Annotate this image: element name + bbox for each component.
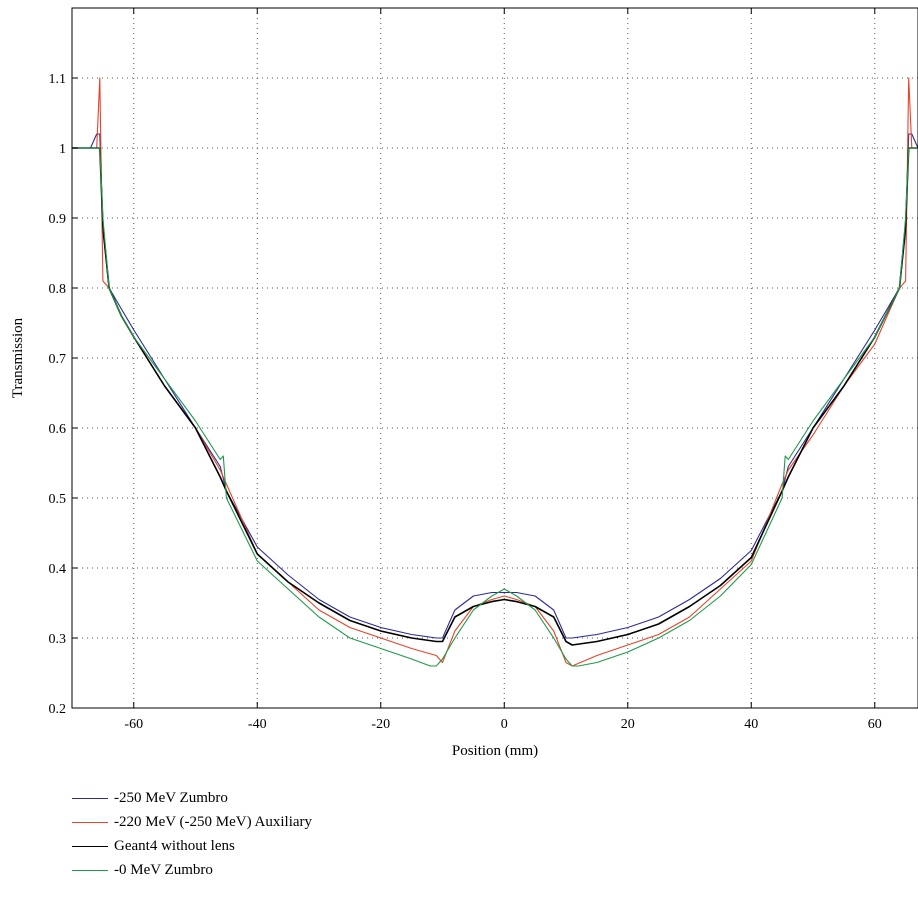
legend-item-geant4: Geant4 without lens: [72, 834, 312, 858]
y-tick-label: 0.2: [49, 702, 67, 717]
series-line-1: [72, 77, 918, 667]
x-tick-label: 20: [621, 717, 635, 732]
series-line-0: [72, 133, 918, 639]
grid: [72, 8, 918, 708]
x-tick-label: 40: [744, 717, 758, 732]
x-tick-label: -40: [248, 717, 267, 732]
legend-item-zumbro-0: -0 MeV Zumbro: [72, 858, 312, 882]
y-tick-label: 0.7: [49, 352, 67, 367]
x-tick-label: -60: [124, 717, 143, 732]
series-line-2: [72, 147, 918, 646]
legend-item-zumbro-250: -250 MeV Zumbro: [72, 786, 312, 810]
plot-frame: [71, 7, 918, 709]
x-tick-label: -20: [371, 717, 390, 732]
y-tick-label: 0.3: [49, 632, 67, 647]
x-axis-title: Position (mm): [452, 743, 538, 759]
legend: -250 MeV Zumbro -220 MeV (-250 MeV) Auxi…: [72, 786, 312, 882]
y-tick-label: 1: [59, 142, 66, 157]
y-axis-title: Transmission: [10, 317, 26, 398]
series-line-3: [72, 147, 918, 667]
legend-swatch: [72, 821, 108, 823]
y-tick-label: 1.1: [49, 72, 67, 87]
y-tick-label: 0.5: [49, 492, 67, 507]
legend-swatch: [72, 869, 108, 871]
legend-item-auxiliary: -220 MeV (-250 MeV) Auxiliary: [72, 810, 312, 834]
axis-ticks: -60 -40 -20 0 20 40 60 0.2 0.3 0.4 0.5 0.6 0.7 0.8 0.9…: [49, 8, 882, 732]
x-tick-label: 60: [868, 717, 882, 732]
x-tick-label: 0: [501, 717, 508, 732]
y-tick-label: 0.9: [49, 212, 67, 227]
legend-swatch: [72, 845, 108, 847]
y-tick-label: 0.8: [49, 282, 67, 297]
legend-label: -250 MeV Zumbro: [114, 789, 228, 806]
legend-swatch: [72, 797, 108, 799]
legend-label: Geant4 without lens: [114, 837, 235, 854]
y-tick-label: 0.6: [49, 422, 67, 437]
legend-label: -0 MeV Zumbro: [114, 861, 213, 878]
plot-series: [72, 77, 918, 667]
y-tick-label: 0.4: [49, 562, 67, 577]
legend-label: -220 MeV (-250 MeV) Auxiliary: [114, 813, 313, 830]
